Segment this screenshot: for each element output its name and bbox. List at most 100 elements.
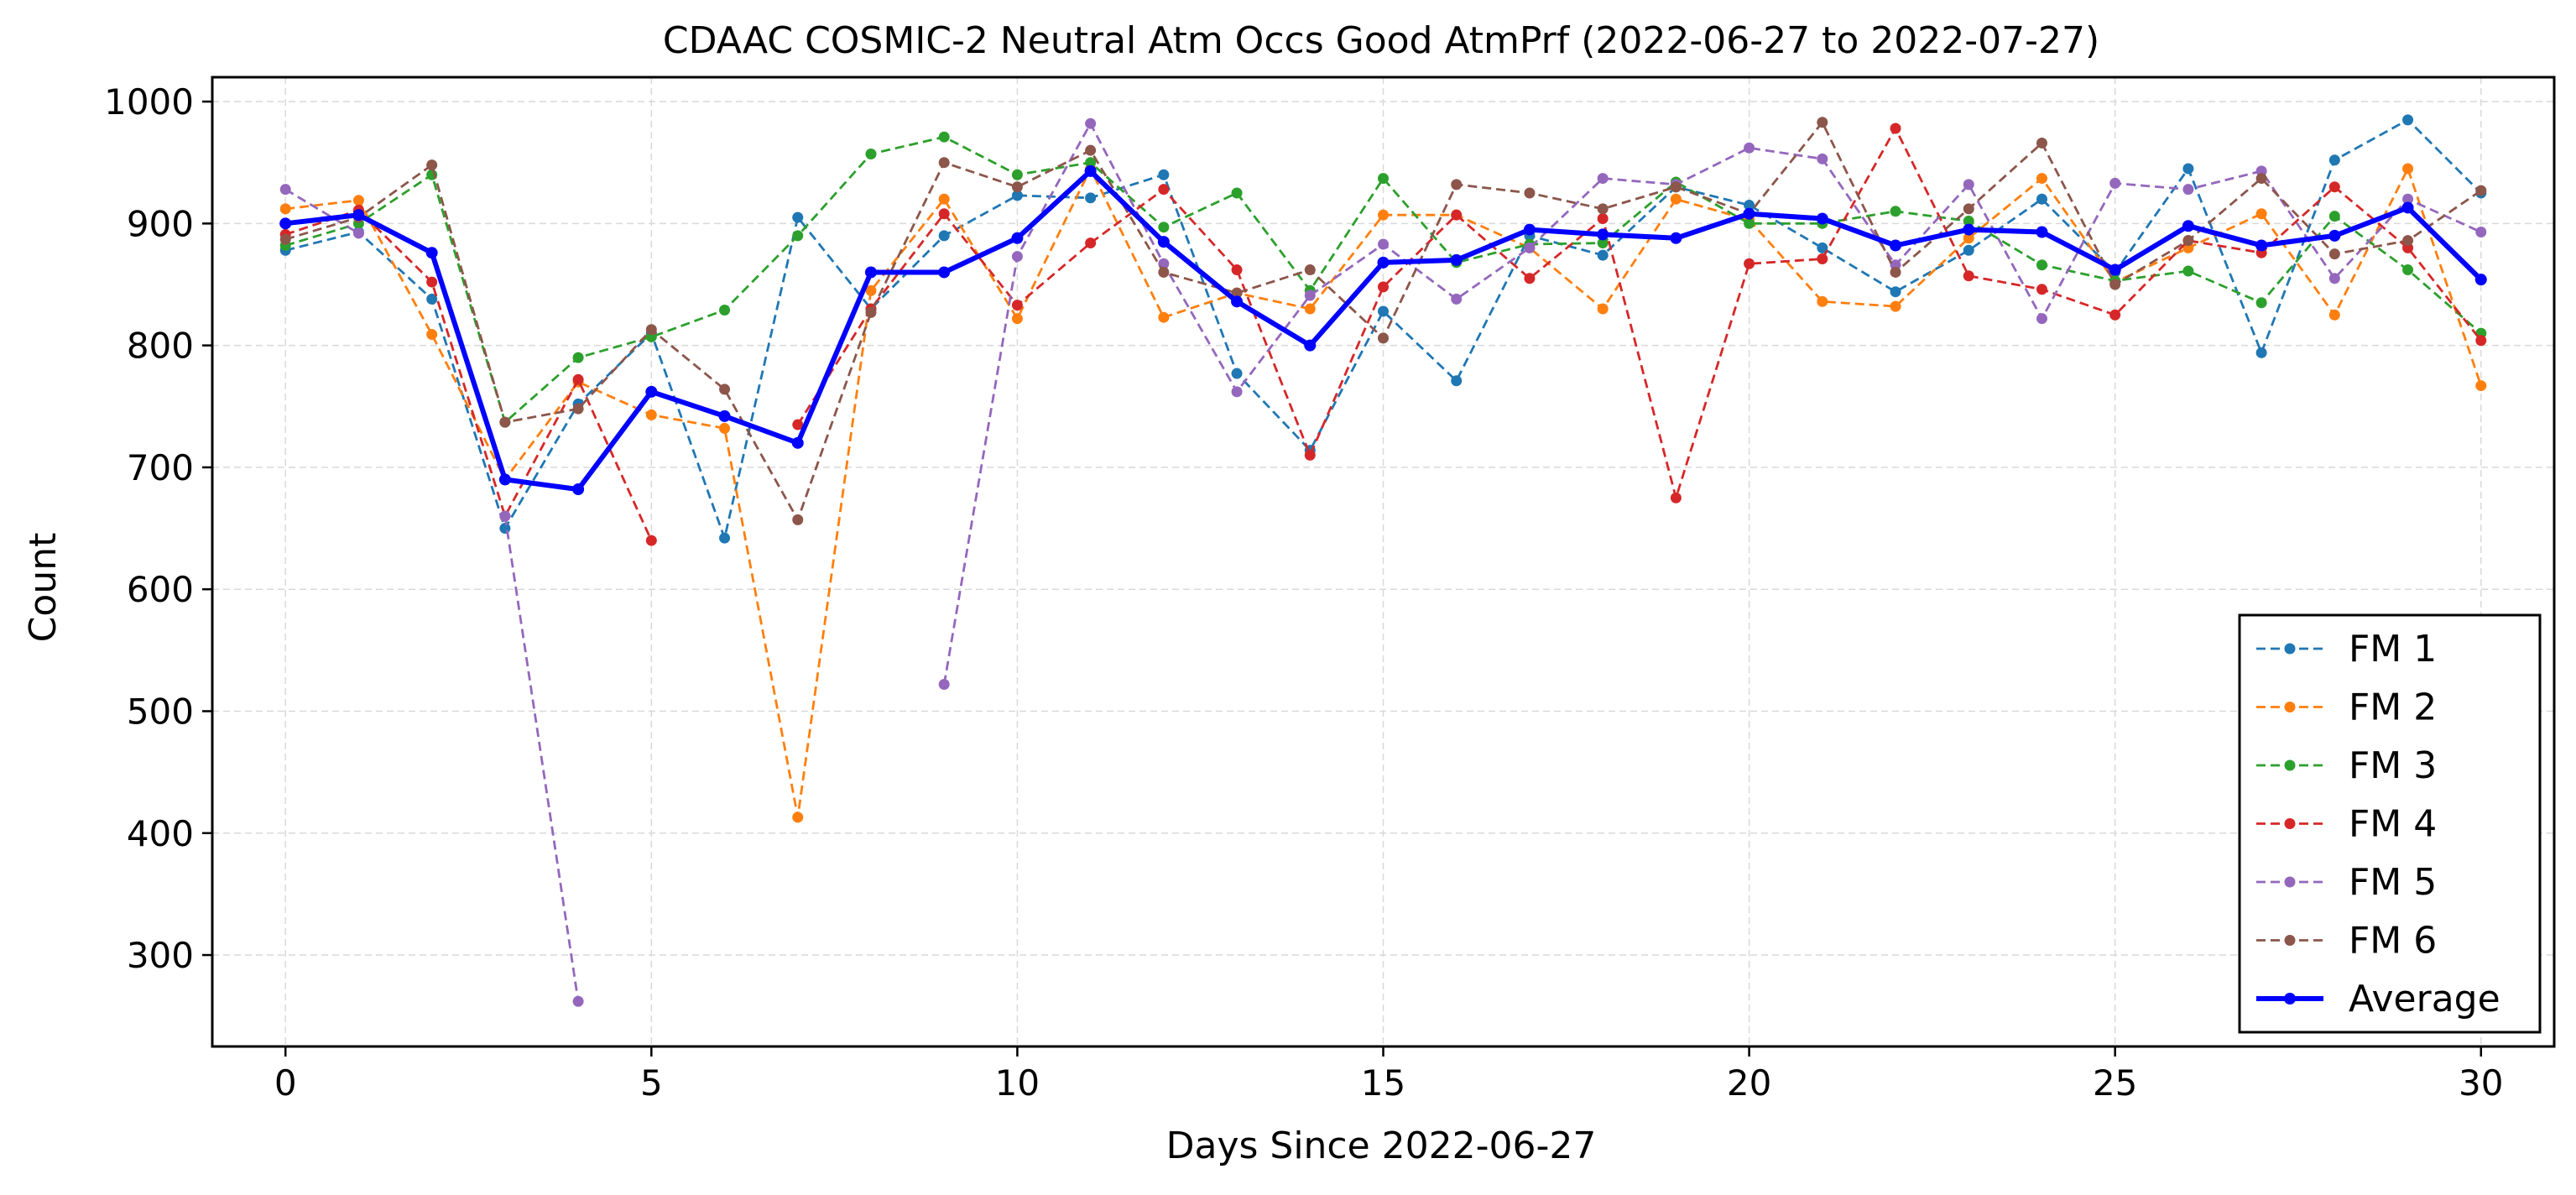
data-point	[2328, 154, 2340, 166]
data-point	[1524, 187, 1536, 199]
data-point	[792, 811, 804, 823]
data-point	[2401, 201, 2414, 214]
legend-label: FM 4	[2349, 803, 2437, 846]
data-point	[1744, 217, 1755, 229]
data-point	[1817, 253, 1828, 264]
legend-item: FM 5	[2256, 861, 2437, 904]
legend-item: Average	[2256, 978, 2500, 1020]
data-point	[572, 483, 585, 496]
data-point	[1963, 223, 1975, 236]
data-point	[2036, 173, 2047, 185]
data-point	[1451, 209, 1463, 221]
data-point	[279, 233, 291, 245]
data-point	[2109, 177, 2121, 189]
data-point	[1085, 117, 1097, 129]
legend-label: FM 1	[2349, 628, 2437, 671]
data-point	[2109, 309, 2121, 321]
data-point	[1890, 286, 1901, 298]
legend-item: FM 3	[2256, 744, 2437, 787]
data-point	[792, 211, 804, 223]
ticks: 0 5 10 15 20 25 30 300 400 500 600 700 800 900 1000	[104, 81, 2503, 1104]
data-point	[2255, 173, 2267, 185]
data-point	[572, 995, 584, 1007]
data-point	[498, 473, 511, 486]
data-point	[938, 157, 950, 169]
data-point	[2255, 208, 2267, 220]
data-point	[1743, 207, 1755, 220]
data-point	[2182, 220, 2194, 232]
data-point	[645, 409, 657, 420]
data-point	[1378, 332, 1389, 344]
x-tick-label: 0	[274, 1062, 297, 1104]
data-point	[1158, 184, 1170, 196]
data-point	[499, 510, 511, 522]
data-point	[1085, 144, 1097, 156]
data-point	[1378, 209, 1389, 221]
data-point	[2182, 184, 2194, 196]
data-point	[1963, 270, 1974, 282]
legend-swatch-marker	[2284, 935, 2296, 946]
legend-item: FM 2	[2256, 686, 2437, 729]
legend-swatch-marker	[2284, 643, 2296, 655]
series-line-fm-5	[284, 122, 2482, 1002]
data-point	[2328, 211, 2340, 222]
data-point	[1963, 215, 1974, 227]
data-point	[938, 230, 950, 242]
data-point	[1304, 303, 1316, 315]
data-point	[1963, 244, 1974, 256]
data-point	[1231, 187, 1243, 199]
data-point	[645, 535, 657, 546]
data-point	[2036, 284, 2047, 295]
data-point	[2328, 181, 2340, 193]
data-point	[1451, 293, 1463, 305]
data-point	[1670, 193, 1682, 205]
y-tick-label: 1000	[104, 81, 194, 123]
data-point	[1450, 253, 1463, 266]
data-point	[938, 131, 950, 143]
data-point	[792, 230, 804, 242]
data-point	[279, 203, 291, 215]
y-axis-label: Count	[22, 533, 65, 643]
data-point	[1890, 239, 1902, 252]
legend-item: FM 4	[2256, 803, 2437, 846]
data-point	[719, 384, 731, 395]
legend-swatch-marker	[2284, 818, 2296, 829]
data-point	[1597, 213, 1609, 225]
data-point	[1597, 228, 1609, 241]
data-point	[1085, 192, 1097, 204]
y-tick-label: 300	[127, 935, 194, 976]
x-tick-label: 20	[1727, 1062, 1771, 1104]
data-point	[2328, 229, 2341, 242]
data-point	[1158, 266, 1170, 278]
data-point	[645, 385, 658, 398]
data-point	[1378, 173, 1389, 185]
series-average	[279, 164, 2487, 496]
data-point	[2036, 193, 2047, 205]
data-point	[572, 373, 584, 385]
data-point	[279, 184, 291, 196]
data-point	[1890, 266, 1901, 278]
data-point	[1231, 386, 1243, 398]
y-tick-label: 800	[127, 326, 194, 367]
legend-swatch-marker	[2284, 702, 2296, 712]
data-point	[1011, 232, 1024, 244]
data-point	[1085, 157, 1097, 169]
legend-label: FM 6	[2349, 920, 2437, 963]
data-point	[791, 436, 804, 449]
legend-swatch-marker	[2284, 876, 2296, 888]
data-point	[719, 304, 731, 316]
data-point	[1157, 236, 1170, 248]
data-point	[1231, 264, 1243, 276]
data-point	[2402, 235, 2414, 247]
data-point	[1597, 203, 1609, 215]
data-point	[2036, 137, 2047, 149]
data-point	[938, 208, 950, 220]
legend-label: Average	[2349, 978, 2500, 1020]
data-point	[2036, 259, 2047, 271]
data-point	[1011, 300, 1023, 311]
series-layer	[279, 114, 2487, 1007]
data-point	[2255, 239, 2268, 252]
data-point	[2474, 274, 2487, 286]
